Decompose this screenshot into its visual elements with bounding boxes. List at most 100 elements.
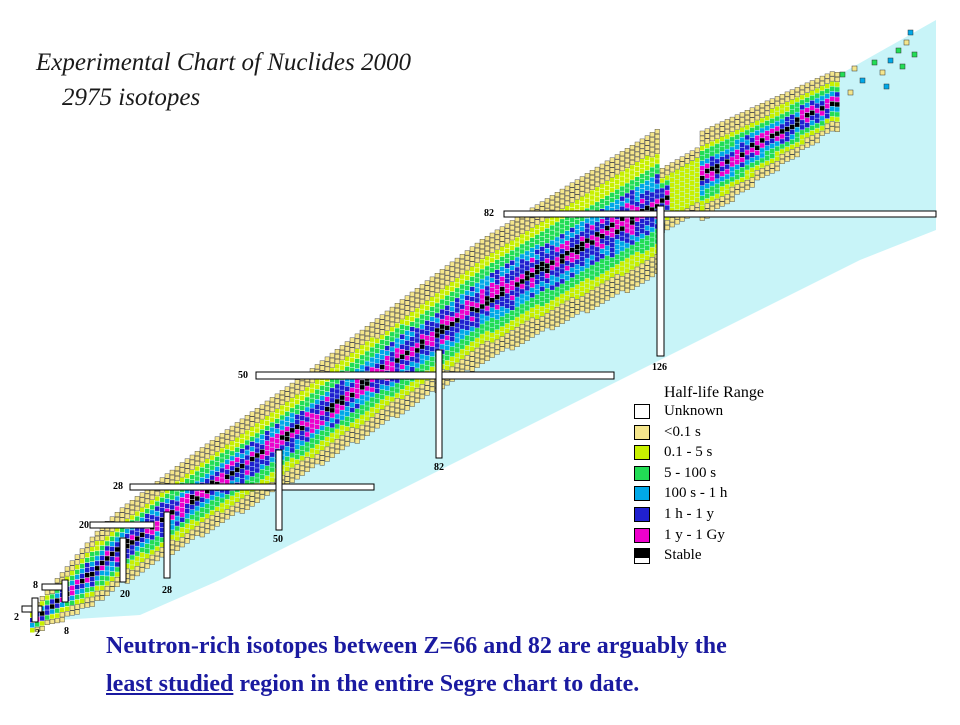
nuclide-cell <box>195 491 200 496</box>
nuclide-cell <box>819 130 825 136</box>
nuclide-cell <box>710 161 715 166</box>
nuclide-cell <box>450 336 455 342</box>
nuclide-cell <box>125 563 130 569</box>
nuclide-cell <box>555 267 560 272</box>
nuclide-cell <box>335 429 340 434</box>
nuclide-cell <box>714 198 720 204</box>
nuclide-cell <box>830 86 835 92</box>
nuclide-cell <box>290 428 295 433</box>
nuclide-cell <box>444 280 450 286</box>
nuclide-cell <box>355 403 360 409</box>
nuclide-cell <box>820 116 825 121</box>
nuclide-cell <box>445 330 450 336</box>
nuclide-cell <box>795 107 800 112</box>
nuclide-cell <box>735 164 740 170</box>
nuclide-cell <box>459 259 465 265</box>
nuclide-cell <box>770 123 775 129</box>
nuclide-cell <box>490 263 495 268</box>
nuclide-cell <box>445 340 450 346</box>
nuclide-cell <box>739 117 745 123</box>
nuclide-cell <box>824 78 830 84</box>
nuclide-cell <box>749 182 755 188</box>
nuclide-cell <box>504 338 510 344</box>
nuclide-cell <box>315 394 320 399</box>
legend-item: <0.1 s <box>634 424 814 445</box>
nuclide-cell <box>580 281 585 287</box>
nuclide-cell <box>520 279 525 284</box>
nuclide-cell <box>344 341 350 347</box>
nuclide-cell <box>370 392 375 397</box>
nuclide-cell <box>449 366 455 372</box>
nuclide-cell <box>780 129 785 134</box>
nuclide-cell <box>514 332 520 337</box>
nuclide-cell <box>760 133 765 138</box>
nuclide-cell <box>140 552 145 558</box>
nuclide-cell <box>225 479 230 485</box>
nuclide-cell <box>665 180 670 185</box>
nuclide-cell <box>589 175 595 181</box>
nuclide-cell <box>284 476 290 482</box>
nuclide-cell <box>610 262 615 268</box>
nuclide-cell <box>190 510 195 515</box>
nuclide-cell <box>529 327 535 333</box>
nuclide-cell <box>760 163 765 168</box>
nuclide-cell <box>285 456 290 462</box>
nuclide-cell <box>630 255 635 260</box>
nuclide-cell <box>475 343 480 348</box>
nuclide-cell <box>800 120 805 125</box>
nuclide-cell <box>374 423 380 429</box>
nuclide-cell <box>360 405 365 410</box>
nuclide-cell <box>600 184 605 189</box>
nuclide-cell <box>499 336 505 342</box>
nuclide-cell <box>535 314 540 320</box>
nuclide-cell <box>149 494 155 500</box>
nuclide-cell <box>435 303 440 308</box>
nuclide-cell <box>155 506 160 511</box>
nuclide-cell <box>505 283 510 289</box>
nuclide-cell <box>585 223 590 228</box>
nuclide-cell <box>490 308 495 313</box>
nuclide-cell <box>520 294 525 299</box>
nuclide-cell <box>765 160 770 166</box>
nuclide-cell <box>645 225 650 231</box>
nuclide-cell <box>830 96 835 102</box>
nuclide-cell <box>779 153 785 159</box>
nuclide-cell <box>499 346 505 352</box>
nuclide-cell <box>785 101 790 107</box>
nuclide-cells <box>29 29 918 633</box>
nuclide-cell <box>45 615 50 620</box>
nuclide-cell <box>340 400 345 405</box>
nuclide-cell <box>565 266 570 271</box>
nuclide-cell <box>770 128 775 134</box>
nuclide-cell <box>144 558 150 564</box>
nuclide-cell <box>419 384 425 390</box>
nuclide-cell <box>270 432 275 437</box>
nuclide-cell <box>514 217 520 223</box>
nuclide-cell <box>635 207 640 212</box>
nuclide-cell <box>235 492 240 497</box>
nuclide-cell <box>439 269 445 275</box>
nuclide-cell <box>314 459 320 465</box>
nuclide-cell <box>230 501 235 506</box>
nuclide-cell <box>825 113 830 119</box>
nuclide-cell <box>330 418 335 423</box>
nuclide-cell <box>595 217 600 222</box>
nuclide-cell <box>790 139 795 145</box>
nuclide-cell <box>295 444 300 450</box>
nuclide-cell <box>495 294 500 300</box>
nuclide-cell <box>609 287 615 293</box>
nuclide-cell <box>169 474 175 480</box>
nuclide-cell <box>424 380 430 386</box>
nuclide-cell <box>450 356 455 362</box>
nuclide-cell <box>530 227 535 233</box>
nuclide-cell <box>440 344 445 349</box>
nuclide-cell <box>805 132 810 138</box>
nuclide-cell <box>660 188 665 193</box>
nuclide-cell <box>410 367 415 372</box>
nuclide-cell <box>175 531 180 536</box>
nuclide-cell <box>489 237 495 243</box>
nuclide-cell <box>510 290 515 295</box>
nuclide-cell <box>769 168 775 174</box>
nuclide-cell <box>585 218 590 223</box>
nuclide-cell <box>565 236 570 241</box>
